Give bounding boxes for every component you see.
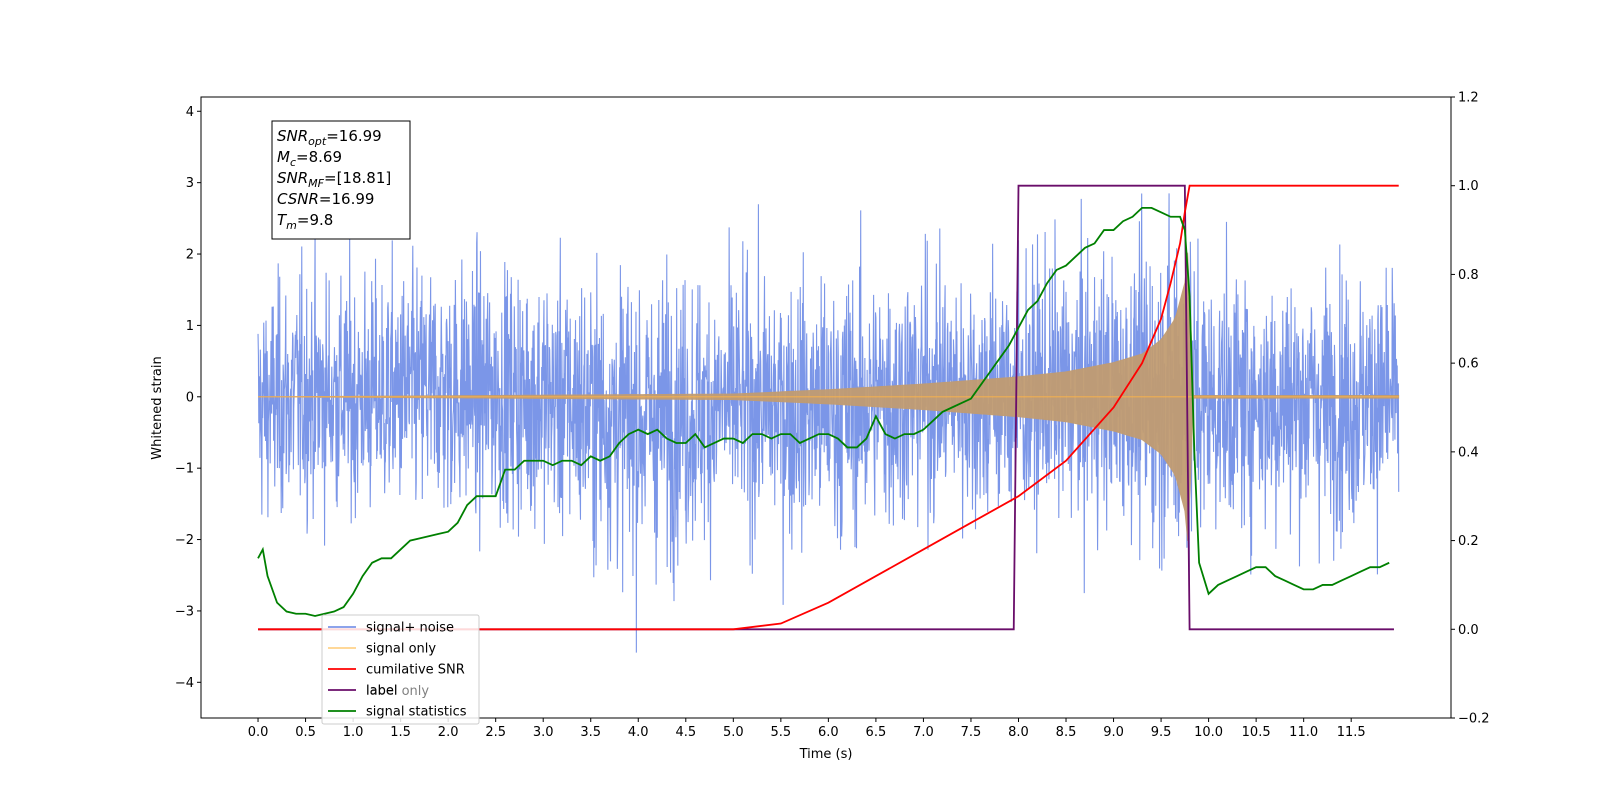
x-tick-label: 10.5 bbox=[1242, 725, 1271, 740]
x-tick-label: 10.0 bbox=[1194, 725, 1223, 740]
y2-tick-label: 0.6 bbox=[1458, 357, 1479, 372]
series-signal-statistics bbox=[257, 206, 1390, 617]
y2-tick-label: 0.8 bbox=[1458, 268, 1479, 283]
y2-tick-label: 0.2 bbox=[1458, 534, 1479, 549]
legend-label: signal statistics bbox=[366, 705, 467, 720]
x-tick-label: 11.0 bbox=[1289, 725, 1318, 740]
series-label bbox=[258, 184, 1394, 631]
y2-tick-label: −0.2 bbox=[1458, 712, 1490, 727]
x-tick-label: 1.0 bbox=[343, 725, 364, 740]
x-tick-label: 2.5 bbox=[485, 725, 506, 740]
x-tick-label: 8.5 bbox=[1056, 725, 1077, 740]
y-tick-label: −1 bbox=[175, 462, 194, 477]
x-axis-label: Time (s) bbox=[799, 747, 853, 762]
x-tick-label: 0.0 bbox=[248, 725, 269, 740]
y2-tick-label: 0.0 bbox=[1458, 623, 1479, 638]
y-tick-label: 1 bbox=[186, 319, 194, 334]
y2-tick-label: 0.4 bbox=[1458, 445, 1479, 460]
legend-label: signal+ noise bbox=[366, 621, 454, 636]
legend-frame bbox=[321, 614, 480, 725]
legend: label only signal+ noise signal only cumila… bbox=[321, 614, 480, 725]
stats-line: Mc=8.69 bbox=[277, 148, 342, 169]
legend-label: label bbox=[366, 684, 397, 699]
x-tick-label: 7.0 bbox=[913, 725, 934, 740]
x-tick-label: 4.0 bbox=[628, 725, 649, 740]
plot-area bbox=[257, 184, 1400, 653]
y-tick-label: −4 bbox=[175, 676, 194, 691]
x-tick-label: 5.5 bbox=[771, 725, 792, 740]
stats-box: SNRopt=16.99Mc=8.69SNRMF=[18.81]CSNR=16.… bbox=[271, 120, 411, 240]
x-tick-label: 11.5 bbox=[1337, 725, 1366, 740]
stats-line: Tm=9.8 bbox=[277, 211, 333, 232]
y-tick-label: 3 bbox=[186, 176, 194, 191]
x-tick-label: 5.0 bbox=[723, 725, 744, 740]
legend-hidden-text: label only bbox=[366, 684, 429, 699]
y-tick-label: 0 bbox=[186, 390, 194, 405]
y-axis-label: Whitened strain bbox=[150, 356, 165, 459]
axes-frame bbox=[200, 96, 1452, 719]
x-tick-label: 1.5 bbox=[390, 725, 411, 740]
legend-label: signal only bbox=[366, 642, 436, 657]
series-cumulative-snr bbox=[258, 184, 1399, 631]
stats-line: SNRMF=[18.81] bbox=[277, 169, 391, 190]
legend-label: cumilative SNR bbox=[366, 663, 465, 678]
x-tick-label: 2.0 bbox=[438, 725, 459, 740]
axis-ticks: 0.0 0.5 1.0 1.5 2.0 2.5 3.0 3.5 4.0 4.5 5.0 5.5 6.0 6… bbox=[175, 91, 1490, 741]
y2-tick-label: 1.2 bbox=[1458, 91, 1479, 106]
x-tick-label: 0.5 bbox=[295, 725, 316, 740]
y-tick-label: 4 bbox=[186, 105, 194, 120]
x-tick-label: 6.5 bbox=[866, 725, 887, 740]
x-tick-label: 9.0 bbox=[1103, 725, 1124, 740]
x-tick-label: 6.0 bbox=[818, 725, 839, 740]
stats-line: CSNR=16.99 bbox=[277, 190, 374, 208]
stats-line: SNRopt=16.99 bbox=[277, 127, 382, 148]
y2-tick-label: 1.0 bbox=[1458, 179, 1479, 194]
x-tick-label: 7.5 bbox=[961, 725, 982, 740]
stats-box-frame bbox=[271, 120, 411, 240]
y-tick-label: −2 bbox=[175, 533, 194, 548]
x-tick-label: 4.5 bbox=[675, 725, 696, 740]
series-signal-noise bbox=[257, 193, 1400, 653]
y-tick-label: −3 bbox=[175, 604, 194, 619]
x-tick-label: 9.5 bbox=[1151, 725, 1172, 740]
x-tick-label: 8.0 bbox=[1008, 725, 1029, 740]
x-tick-label: 3.5 bbox=[580, 725, 601, 740]
y-tick-label: 2 bbox=[186, 248, 194, 263]
x-tick-label: 3.0 bbox=[533, 725, 554, 740]
